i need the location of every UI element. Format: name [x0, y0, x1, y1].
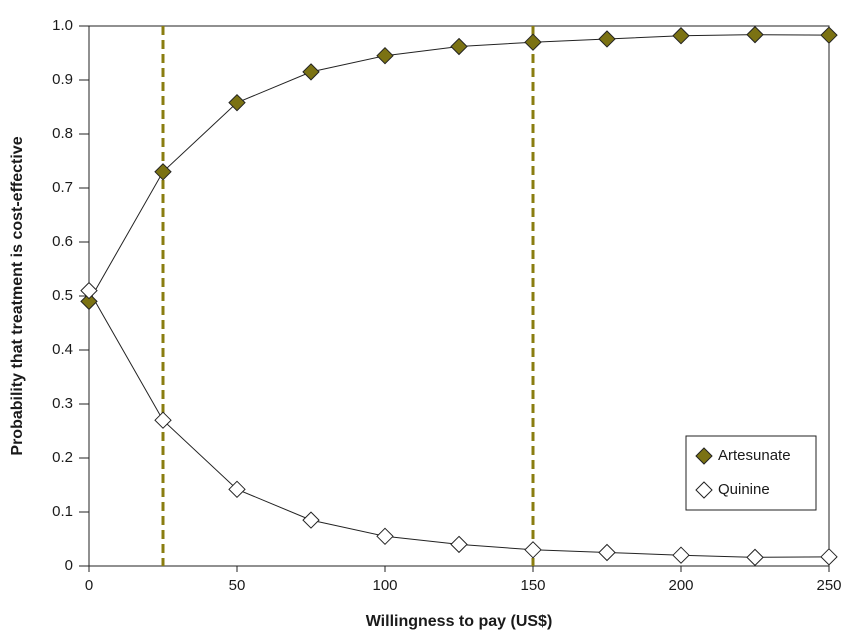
data-point [376, 46, 394, 65]
data-point [228, 93, 246, 112]
y-tick-label: 0.2 [52, 449, 73, 466]
x-axis-title: Willingness to pay (US$) [366, 613, 553, 630]
y-tick-label: 0.8 [52, 125, 73, 142]
data-point [820, 26, 838, 44]
legend-label: Quinine [718, 481, 770, 498]
legend-box [685, 435, 817, 511]
legend-marker [695, 447, 713, 465]
legend: Artesunate Quinine [685, 435, 817, 511]
data-point [302, 511, 320, 529]
y-tick-label: 1.0 [52, 17, 73, 34]
data-point [746, 548, 764, 567]
data-point [80, 292, 98, 311]
x-tick-label: 250 [816, 577, 841, 594]
x-tick-label: 100 [372, 577, 397, 594]
data-point [376, 527, 394, 546]
data-point [746, 25, 764, 44]
data-point [228, 480, 246, 499]
y-tick-label: 0.9 [52, 71, 73, 88]
data-point [598, 30, 616, 48]
data-point [524, 541, 542, 559]
y-tick-label: 0.5 [52, 287, 73, 304]
series-line [88, 290, 830, 558]
y-tick-label: 0.3 [52, 395, 73, 412]
data-point [154, 411, 172, 429]
data-point [450, 535, 468, 554]
y-tick-label: 0 [65, 557, 73, 574]
y-axis-title: Probability that treatment is cost-effec… [9, 136, 26, 455]
x-tick-label: 0 [85, 577, 93, 594]
y-tick-label: 0.6 [52, 233, 73, 250]
data-point [80, 281, 98, 300]
data-point [820, 548, 838, 566]
data-point [450, 37, 468, 56]
x-tick-label: 200 [668, 577, 693, 594]
data-point [524, 33, 542, 51]
data-point [154, 163, 172, 181]
y-tick-label: 0.4 [52, 341, 73, 358]
y-tick-label: 0.1 [52, 503, 73, 520]
data-point [302, 63, 320, 81]
data-point [598, 543, 616, 562]
data-point [672, 546, 690, 564]
legend-label: Artesunate [718, 447, 791, 464]
x-tick-label: 150 [520, 577, 545, 594]
legend-marker [695, 481, 713, 499]
y-tick-label: 0.7 [52, 179, 73, 196]
x-tick-label: 50 [229, 577, 246, 594]
series-line [88, 34, 830, 302]
data-point [672, 27, 690, 45]
